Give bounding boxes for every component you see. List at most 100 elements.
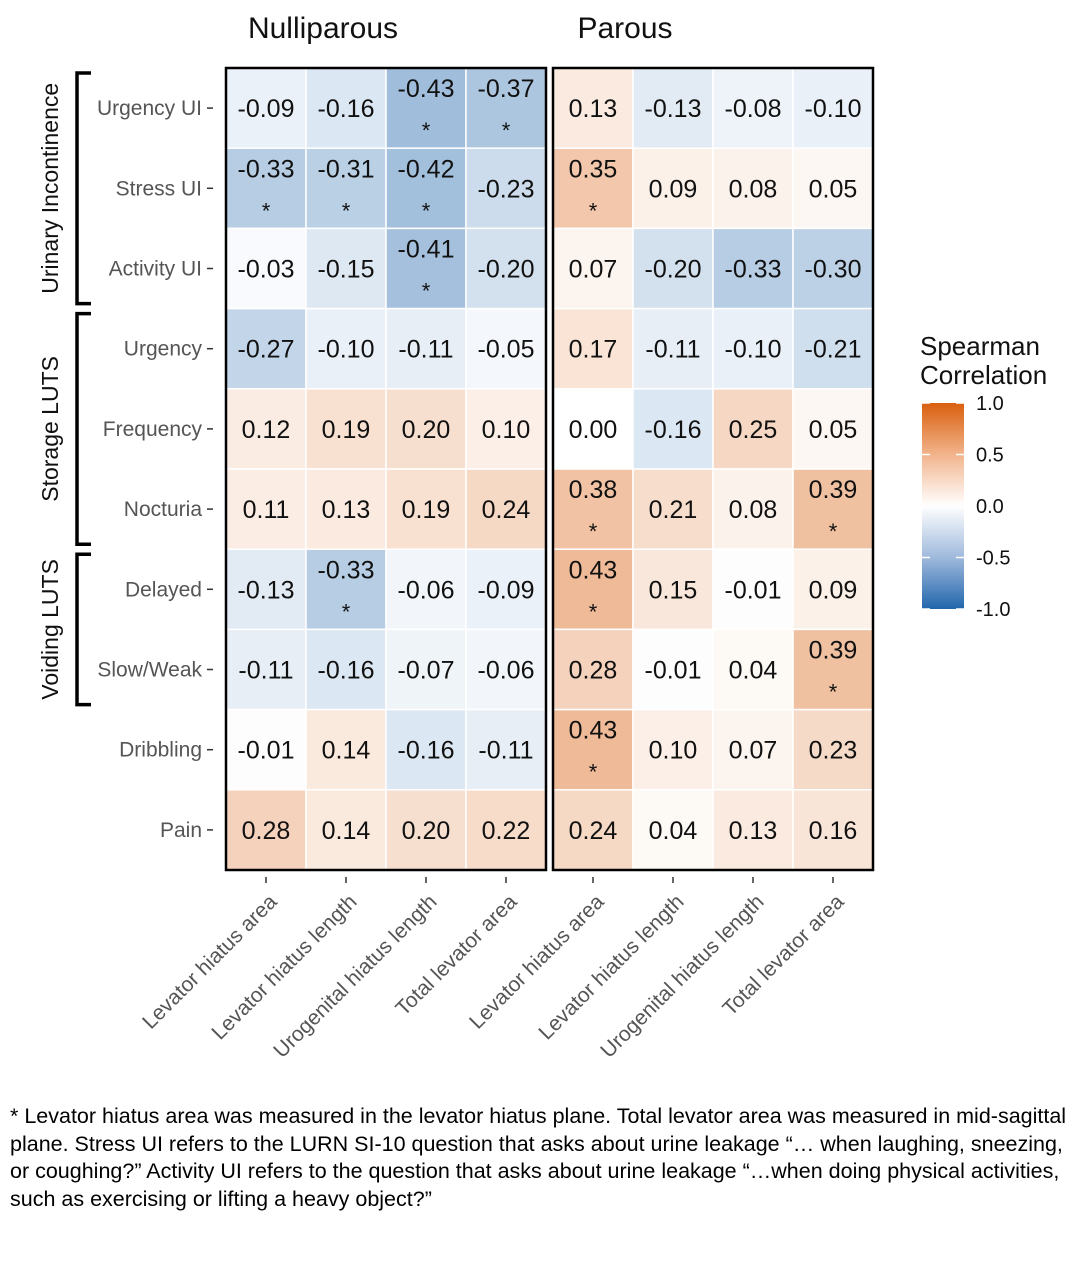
cell-value: 0.21	[649, 496, 698, 524]
cell-fill	[465, 388, 547, 470]
cell-fill	[385, 388, 467, 470]
cell-value: 0.08	[729, 496, 778, 524]
heatmap-cell: -0.37 *	[465, 67, 547, 149]
cell-value: -0.33	[725, 256, 782, 284]
cell-value: 0.43	[569, 717, 618, 745]
cell-value: -0.11	[238, 657, 293, 685]
heatmap-cell: -0.23	[465, 147, 547, 230]
legend-title: Spearman	[920, 331, 1040, 361]
cell-value: -0.16	[398, 737, 455, 765]
cell-value: 0.28	[569, 657, 618, 685]
cell-value: -0.06	[478, 657, 535, 685]
cell-fill	[552, 227, 634, 310]
heatmap-cell: -0.42 *	[385, 147, 467, 230]
heatmap-cell: 0.20	[385, 789, 467, 871]
cell-value: 0.23	[809, 737, 858, 765]
cell-value: -0.01	[645, 657, 702, 685]
heatmap-cell: -0.30	[792, 227, 874, 310]
row-label: Urgency	[124, 338, 203, 361]
legend-tick-label: -0.5	[976, 548, 1010, 570]
legend-tick-label: 0.5	[976, 445, 1004, 467]
cell-fill	[305, 147, 387, 230]
cell-value: 0.08	[729, 175, 778, 203]
heatmap-cell: 0.23	[792, 708, 874, 791]
row-label: Delayed	[125, 578, 202, 601]
heatmap-cell: 0.38 *	[552, 468, 634, 550]
cell-value: -0.03	[238, 256, 295, 284]
significance-marker: *	[422, 279, 431, 304]
heatmap-cell: 0.11	[225, 468, 307, 550]
heatmap-cell: -0.11	[465, 708, 547, 791]
heatmap-cell: -0.10	[792, 67, 874, 149]
cell-value: 0.25	[729, 416, 778, 444]
significance-marker: *	[342, 599, 351, 624]
legend-tick-label: -1.0	[976, 599, 1010, 621]
heatmap-cell: -0.05	[465, 307, 547, 390]
heatmap-cell: -0.21	[792, 307, 874, 390]
group-bracket	[75, 552, 91, 707]
significance-marker: *	[589, 198, 598, 223]
cell-value: 0.10	[482, 416, 531, 444]
cell-value: 0.14	[322, 817, 371, 845]
group-label: Storage LUTS	[37, 356, 63, 502]
heatmap-cell: -0.06	[385, 548, 467, 631]
legend-title: Correlation	[920, 360, 1047, 390]
cell-fill	[792, 147, 874, 230]
cell-fill	[712, 227, 794, 310]
heatmap-cell: 0.25	[712, 388, 794, 470]
legend-tick-label: 0.0	[976, 496, 1004, 518]
cell-value: 0.17	[569, 336, 618, 364]
heatmap-cell: 0.43 *	[552, 708, 634, 791]
cell-fill	[385, 548, 467, 631]
cell-value: -0.09	[478, 576, 535, 604]
heatmap-cell: 0.07	[552, 227, 634, 310]
cell-value: 0.24	[569, 817, 618, 845]
cell-fill	[465, 227, 547, 310]
significance-marker: *	[589, 760, 598, 785]
heatmap-cell: 0.19	[385, 468, 467, 550]
cell-value: 0.20	[402, 817, 451, 845]
cell-value: -0.31	[318, 155, 375, 183]
heatmap-cell: -0.01	[712, 548, 794, 631]
cell-value: -0.33	[238, 155, 295, 183]
heatmap-cell: -0.01	[225, 708, 307, 791]
cell-fill	[385, 468, 467, 550]
cell-fill	[385, 789, 467, 871]
cell-value: 0.10	[649, 737, 698, 765]
heatmap-cell: 0.43 *	[552, 548, 634, 631]
cell-value: 0.11	[243, 496, 290, 524]
cell-value: -0.01	[238, 737, 295, 765]
cell-fill	[632, 548, 714, 631]
cell-fill	[632, 708, 714, 791]
significance-marker: *	[422, 198, 431, 223]
cell-value: -0.01	[725, 576, 782, 604]
cell-fill	[632, 227, 714, 310]
heatmap-cell: 0.28	[225, 789, 307, 871]
heatmap-cell: -0.20	[632, 227, 714, 310]
significance-marker: *	[829, 519, 838, 544]
heatmap-cell: -0.15	[305, 227, 387, 310]
cell-fill	[225, 468, 307, 550]
cell-value: 0.13	[729, 817, 778, 845]
group-bracket	[75, 311, 91, 546]
cell-value: 0.28	[242, 817, 291, 845]
heatmap-cell: -0.10	[712, 307, 794, 390]
cell-value: -0.16	[318, 657, 375, 685]
cell-fill	[712, 789, 794, 871]
cell-fill	[792, 628, 874, 711]
cell-value: -0.43	[398, 75, 455, 103]
cell-value: -0.06	[398, 576, 455, 604]
panel-border-parous	[551, 66, 875, 872]
heatmap-cell: 0.24	[465, 468, 547, 550]
significance-marker: *	[829, 680, 838, 705]
group-bracket	[75, 71, 91, 306]
cell-value: -0.21	[805, 336, 862, 364]
facet-title-parous: Parous	[577, 12, 672, 45]
cell-fill	[792, 307, 874, 390]
cell-value: -0.41	[398, 236, 455, 264]
col-label: Urogenital hiatus length	[596, 890, 768, 1062]
group-label: Urinary Incontinence	[37, 83, 63, 294]
heatmap-cell: -0.01	[632, 628, 714, 711]
significance-marker: *	[262, 198, 271, 223]
significance-marker: *	[342, 198, 351, 223]
